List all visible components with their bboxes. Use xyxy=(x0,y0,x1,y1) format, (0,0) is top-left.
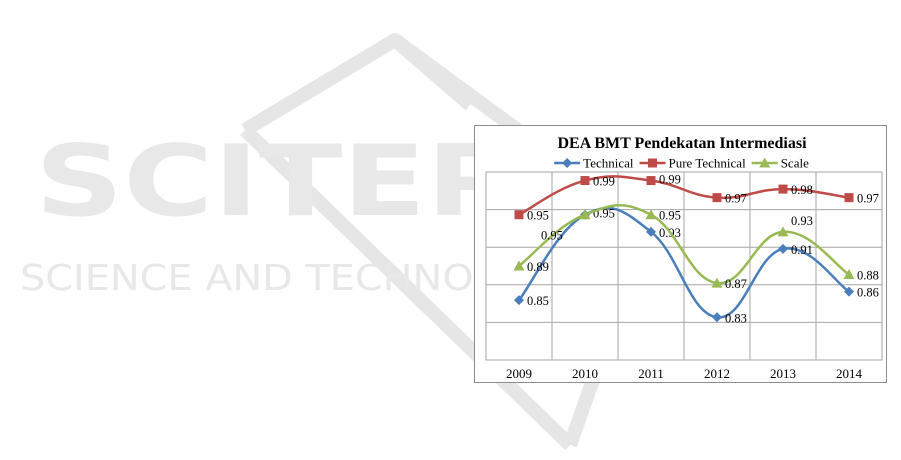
data-label: 0.91 xyxy=(791,243,813,257)
data-point xyxy=(712,193,722,203)
series-line xyxy=(518,204,850,285)
series-pure-technical: 0.95 0.99 0.99 0.97 0.98 0.97 xyxy=(514,173,879,223)
chart-title: DEA BMT Pendekatan Intermediasi xyxy=(557,135,807,152)
series-scale: 0.89 0.95 0.95 0.87 0.93 0.88 xyxy=(513,204,879,291)
legend-marker xyxy=(759,157,771,168)
data-point xyxy=(844,193,854,203)
legend-marker xyxy=(648,158,657,168)
data-label: 0.93 xyxy=(791,214,813,228)
data-label: 0.85 xyxy=(527,294,549,308)
x-tick-label: 2011 xyxy=(638,366,664,381)
data-label: 0.83 xyxy=(725,311,747,325)
data-label: 0.89 xyxy=(527,260,549,274)
legend-marker xyxy=(562,158,573,168)
data-point xyxy=(777,226,789,237)
data-point xyxy=(712,312,722,323)
series-line xyxy=(518,175,850,216)
data-label: 0.87 xyxy=(725,277,747,291)
x-tick-label: 2012 xyxy=(704,366,730,381)
data-point xyxy=(646,176,656,186)
data-point xyxy=(514,295,524,306)
legend-item: Technical xyxy=(554,156,634,171)
data-label: 0.97 xyxy=(857,192,879,206)
chart-container: DEA BMT Pendekatan Intermediasi Technica… xyxy=(474,125,887,383)
data-label: 0.95 xyxy=(659,209,681,223)
x-tick-label: 2009 xyxy=(506,366,532,381)
data-label: 0.99 xyxy=(659,173,681,187)
data-point xyxy=(513,260,525,271)
data-label: 0.95 xyxy=(541,229,563,243)
data-label: 0.98 xyxy=(791,183,813,197)
data-label: 0.99 xyxy=(593,175,615,189)
data-point xyxy=(645,209,657,220)
data-point xyxy=(843,269,855,280)
x-tick-label: 2014 xyxy=(836,366,863,381)
data-point xyxy=(778,243,788,254)
legend-label: Scale xyxy=(781,156,809,171)
x-tick-label: 2013 xyxy=(770,366,796,381)
data-point xyxy=(778,184,788,194)
data-label: 0.95 xyxy=(527,209,549,223)
data-label: 0.88 xyxy=(857,269,879,283)
data-point xyxy=(844,286,854,297)
legend-item: Scale xyxy=(751,156,809,171)
x-tick-label: 2010 xyxy=(572,366,598,381)
legend-label: Technical xyxy=(583,156,634,171)
legend: Technical Pure Technical Scale xyxy=(554,156,809,171)
plot-area: 0.85 0.95 0.93 0.83 0.91 0.86 0.95 0.99 0.99 0.97… xyxy=(485,171,883,361)
data-label: 0.86 xyxy=(857,286,879,300)
data-point xyxy=(711,277,723,288)
legend-item: Pure Technical xyxy=(639,156,747,171)
line-chart: DEA BMT Pendekatan Intermediasi Technica… xyxy=(485,135,883,381)
data-point xyxy=(646,226,656,237)
x-axis: 2009 2010 2011 2012 2013 2014 xyxy=(506,366,863,381)
data-label: 0.97 xyxy=(725,192,747,206)
data-point xyxy=(579,209,591,220)
data-point xyxy=(580,176,590,186)
data-point xyxy=(514,210,524,220)
legend-label: Pure Technical xyxy=(669,156,747,171)
